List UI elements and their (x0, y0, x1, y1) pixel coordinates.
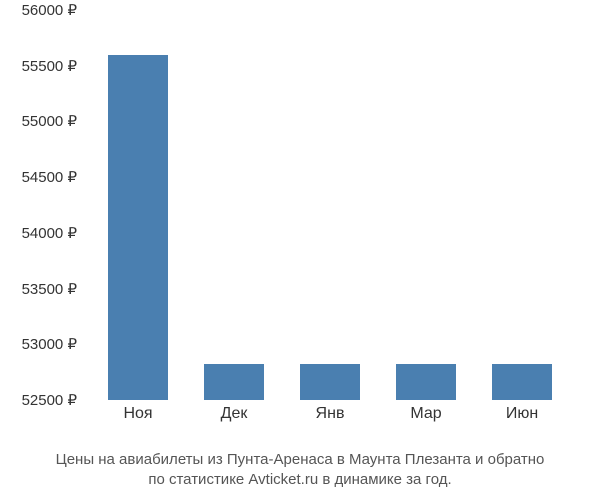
bars-container (90, 10, 570, 400)
y-axis: 52500 ₽53000 ₽53500 ₽54000 ₽54500 ₽55000… (0, 10, 85, 400)
caption-line-2: по статистике Avticket.ru в динамике за … (0, 470, 600, 490)
caption-line-1: Цены на авиабилеты из Пунта-Аренаса в Ма… (0, 450, 600, 470)
bar (300, 364, 360, 400)
y-tick-label: 55000 ₽ (22, 112, 77, 130)
y-tick-label: 56000 ₽ (22, 1, 77, 19)
chart-plot-area (90, 10, 570, 400)
chart-caption: Цены на авиабилеты из Пунта-Аренаса в Ма… (0, 450, 600, 491)
y-tick-label: 53000 ₽ (22, 335, 77, 353)
bar (108, 55, 168, 400)
x-tick-label: Янв (316, 405, 345, 423)
bar (492, 364, 552, 400)
y-tick-label: 55500 ₽ (22, 57, 77, 75)
bar (204, 364, 264, 400)
bar (396, 364, 456, 400)
x-tick-label: Июн (506, 405, 538, 423)
x-tick-label: Ноя (123, 405, 152, 423)
y-tick-label: 52500 ₽ (22, 391, 77, 409)
y-tick-label: 54500 ₽ (22, 168, 77, 186)
x-axis: Ноя Дек Янв Мар Июн (90, 405, 570, 435)
x-tick-label: Дек (221, 405, 248, 423)
x-tick-label: Мар (410, 405, 441, 423)
y-tick-label: 53500 ₽ (22, 280, 77, 298)
y-tick-label: 54000 ₽ (22, 224, 77, 242)
